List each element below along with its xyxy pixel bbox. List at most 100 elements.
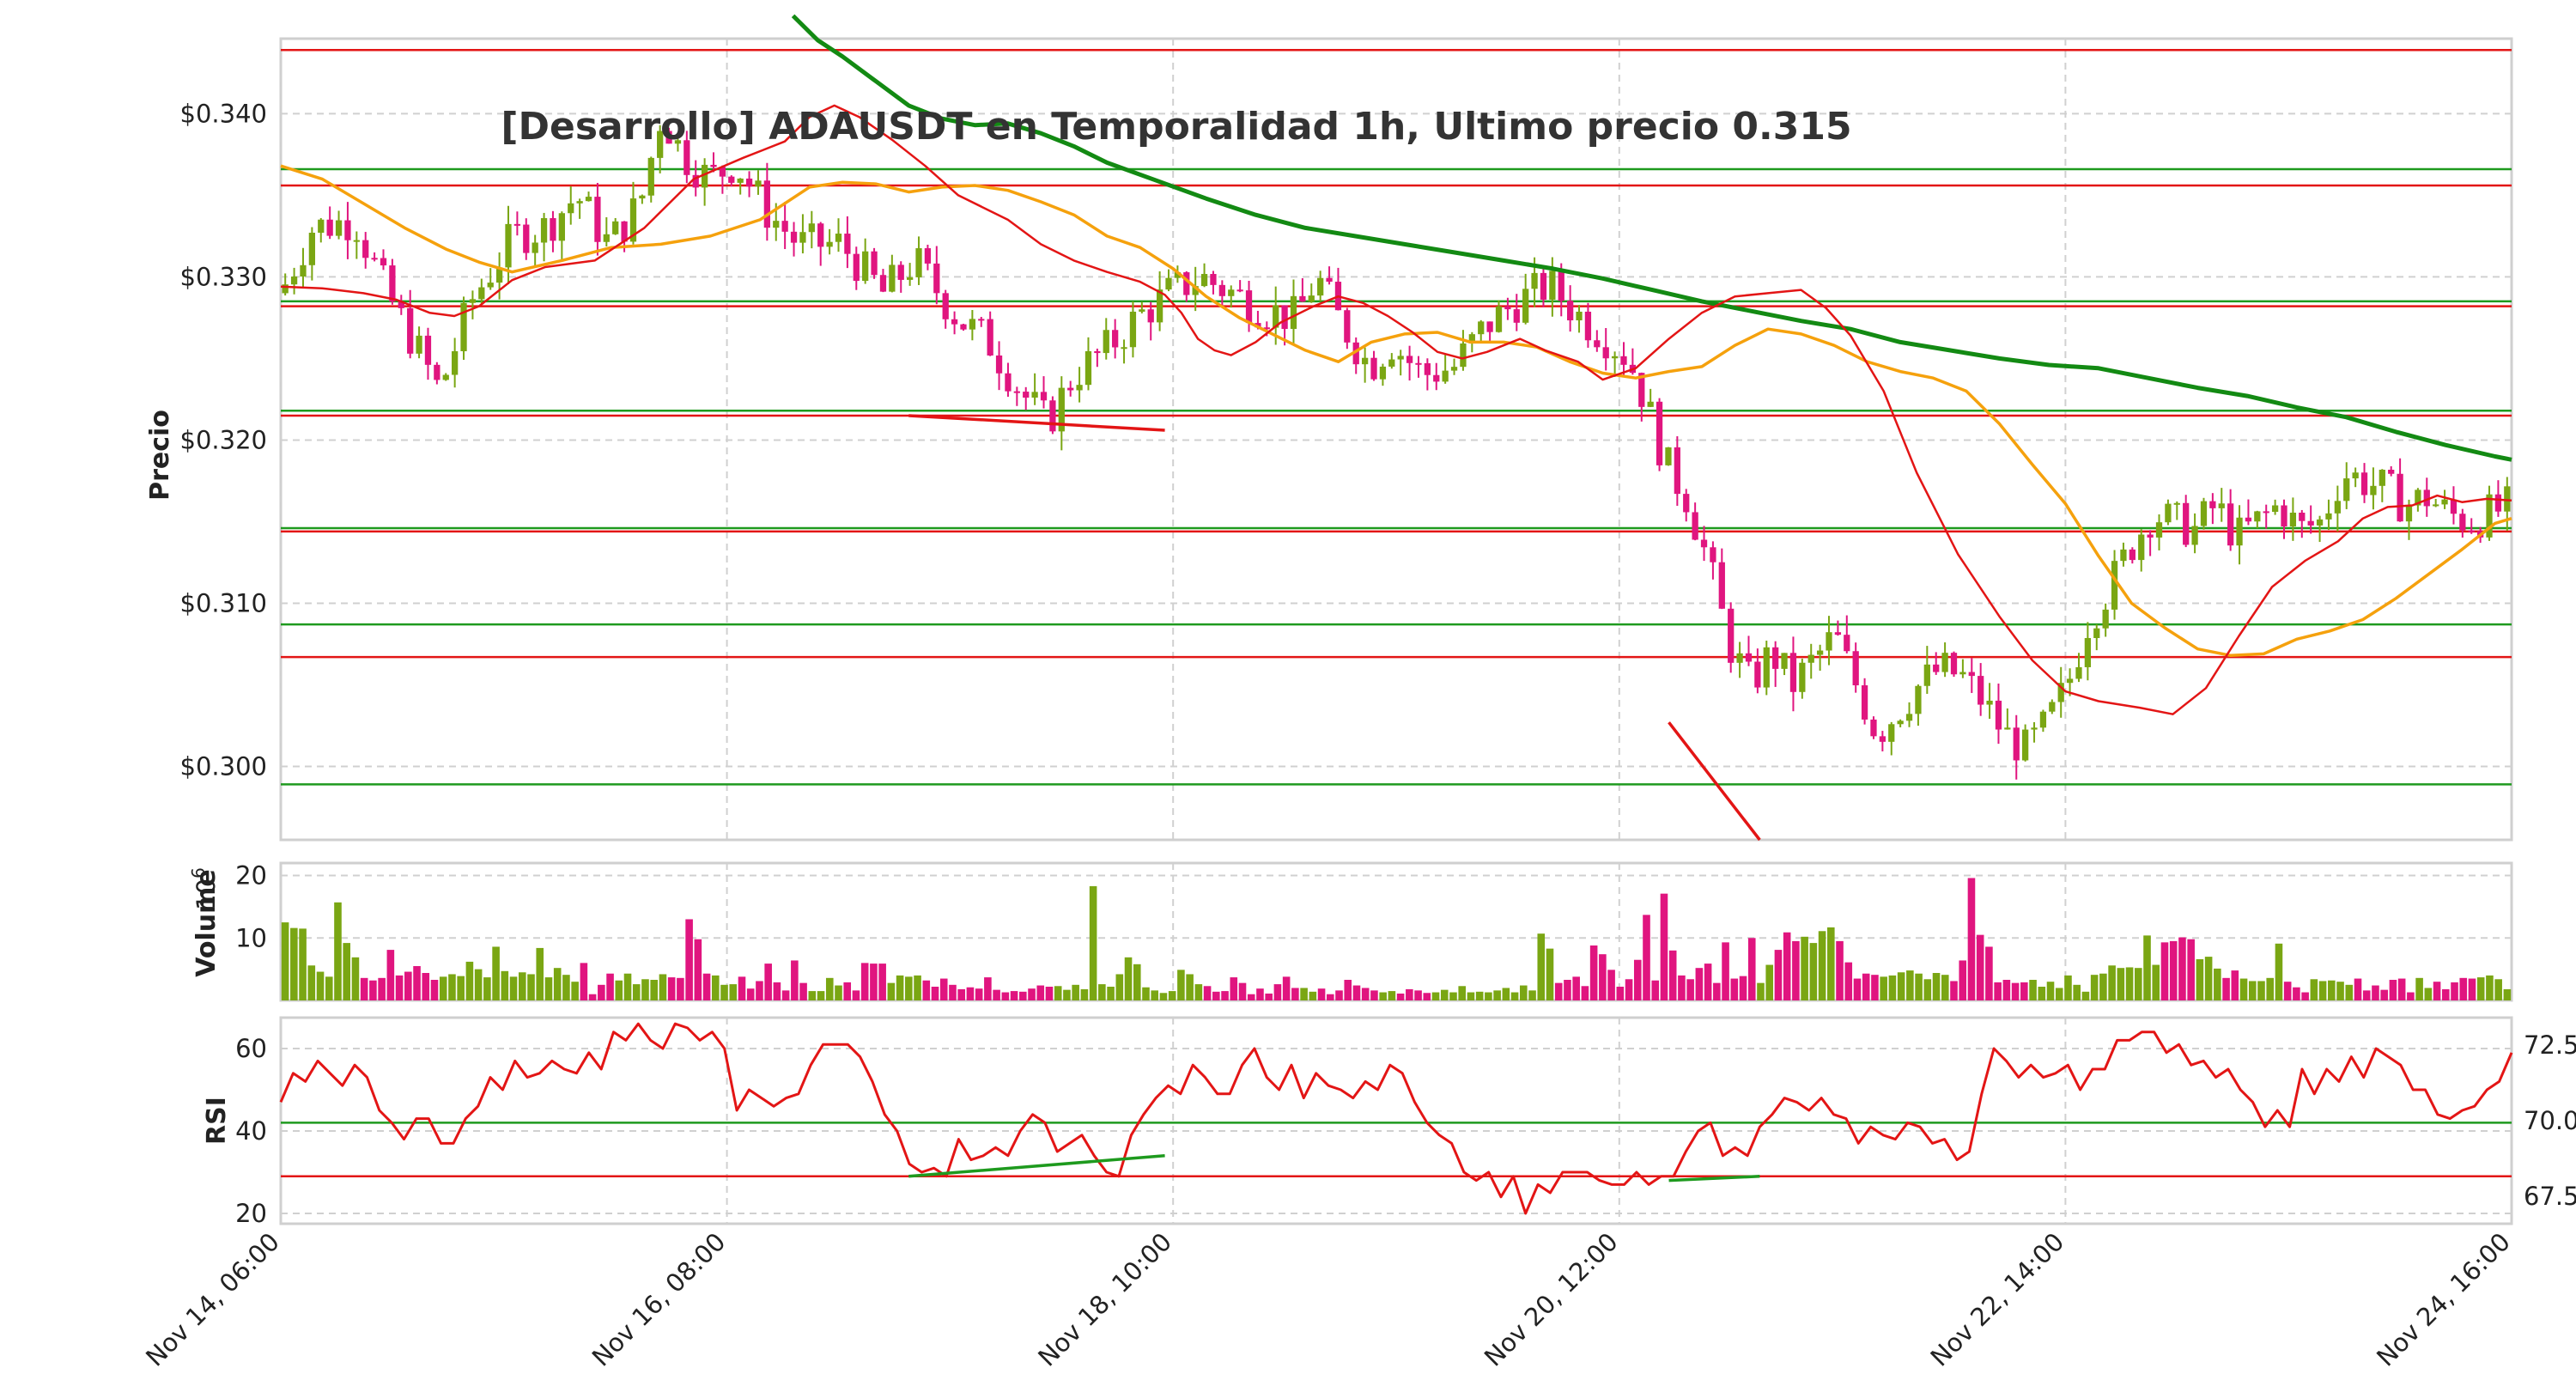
candle-up [1174, 272, 1182, 278]
volume-bar [1589, 945, 1598, 1000]
volume-bar [1520, 985, 1528, 1000]
volume-bar [2354, 978, 2362, 1000]
volume-bar [2503, 988, 2512, 1000]
candle-down [763, 180, 771, 228]
volume-bar [1001, 992, 1010, 1000]
volume-bar [1941, 975, 1949, 1000]
candle-down [1834, 632, 1842, 635]
candle-up [1308, 295, 1315, 302]
volume-bar [764, 964, 772, 1000]
chart-title: [Desarrollo] ADAUSDT en Temporalidad 1h,… [501, 105, 1851, 149]
volume-bar [378, 977, 386, 1000]
volume-bar [1036, 985, 1045, 1000]
candle-down [951, 319, 958, 325]
volume-bar [1801, 936, 1808, 1000]
candle-up [1200, 274, 1208, 287]
candle-down [1326, 277, 1333, 283]
candle-down [1844, 635, 1850, 652]
volume-tick-label: 20 [235, 861, 267, 891]
volume-bar [931, 987, 939, 1000]
candle-down [2013, 727, 2020, 761]
candle-down [1218, 284, 1225, 296]
volume-bar [299, 928, 307, 1000]
candle-up [2433, 504, 2439, 507]
volume-bar [2073, 984, 2081, 1000]
volume-bar [1625, 979, 1633, 1000]
candle-down [1540, 272, 1547, 300]
volume-bar [1827, 927, 1835, 1000]
volume-bar [1449, 992, 1457, 1000]
candle-down [1852, 651, 1859, 686]
volume-bar [501, 970, 509, 1000]
candle-up [1460, 343, 1467, 368]
volume-bar [1985, 946, 1993, 1000]
candle-down [1147, 309, 1154, 323]
volume-bar [1932, 973, 1941, 1000]
candle-up [1647, 401, 1654, 407]
rsi-panel: 20 40 60 RSI 72.5 70.0 67.5 [202, 1016, 2576, 1228]
candle-up [540, 218, 548, 243]
candle-up [2334, 501, 2341, 514]
candle-down [1370, 357, 1377, 380]
candle-down [978, 319, 985, 321]
candle-up [335, 220, 343, 236]
volume-bar [2055, 988, 2063, 1000]
volume-bar [1528, 990, 1536, 1000]
volume-bar [1485, 992, 1492, 1000]
candle-down [326, 219, 333, 236]
candle-up [1361, 357, 1369, 365]
volume-bar [2424, 988, 2433, 1000]
candle-down [2281, 505, 2287, 527]
candle-down [594, 197, 601, 242]
volume-bar [562, 975, 570, 1000]
candle-up [737, 178, 744, 183]
volume-bar [2389, 980, 2397, 1000]
candle-up [2084, 637, 2092, 667]
candle-up [585, 197, 592, 202]
volume-bar [527, 974, 535, 1000]
volume-bar [2143, 935, 2151, 1000]
volume-bar [1018, 991, 1027, 1000]
candle-up [969, 319, 976, 330]
volume-bar [1792, 940, 1800, 1000]
volume-bar [1370, 990, 1378, 1000]
volume-bar [1660, 893, 1668, 1000]
candle-up [1888, 724, 1895, 742]
candle-down [380, 258, 387, 266]
candle-down [871, 251, 878, 276]
volume-bar [1915, 973, 1923, 1000]
volume-bar [720, 984, 728, 1000]
candle-down [371, 258, 378, 260]
candle-up [1192, 286, 1199, 295]
candle-down [995, 355, 1003, 374]
volume-bar [1818, 931, 1826, 1000]
rsi-right-tick-label: 72.5 [2524, 1030, 2576, 1060]
volume-bar [975, 988, 983, 1000]
candle-down [1754, 661, 1761, 688]
x-axis: Nov 14, 06:00 Nov 16, 08:00 Nov 18, 10:00 N… [140, 1227, 2516, 1372]
volume-bar [2222, 977, 2230, 1000]
volume-bar [1423, 993, 1431, 1000]
price-tick-label: $0.300 [180, 751, 267, 781]
candle-up [2075, 666, 2082, 679]
volume-bar [1054, 986, 1062, 1000]
volume-bar [1045, 987, 1054, 1000]
candle-down [745, 178, 753, 187]
candle-down [1415, 362, 1422, 365]
volume-bar [2160, 942, 2169, 1000]
volume-bar [1300, 988, 1308, 1000]
candle-up [1478, 321, 1485, 335]
candle-down [550, 218, 556, 241]
candle-up [1228, 289, 1235, 296]
volume-bar [1177, 970, 1185, 1000]
volume-bar [598, 984, 605, 1000]
volume-bar [290, 927, 298, 1000]
volume-bar [2020, 982, 2028, 1000]
volume-bar [1273, 984, 1282, 1000]
volume-bar [1291, 988, 1299, 1000]
candle-up [1807, 654, 1814, 663]
volume-bar [2441, 988, 2450, 1000]
price-tick-label: $0.320 [180, 425, 267, 454]
volume-bar [1115, 974, 1124, 1000]
volume-bar [1344, 980, 1352, 1000]
